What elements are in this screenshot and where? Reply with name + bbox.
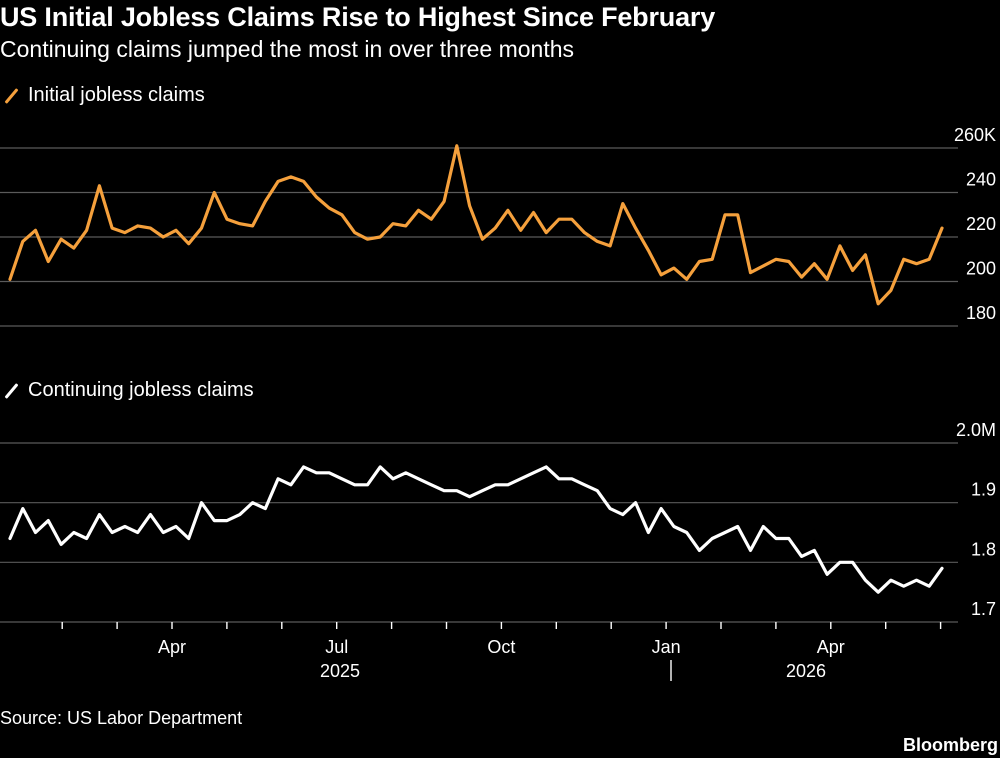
chart-subtitle: Continuing claims jumped the most in ove…	[0, 36, 575, 62]
x-axis-year-label: 2026	[786, 661, 826, 681]
legend-continuing-claims: Continuing jobless claims	[4, 379, 254, 402]
legend-label-continuing: Continuing jobless claims	[28, 379, 254, 401]
x-axis-month-label: Apr	[158, 637, 186, 657]
initial-y-tick-label: 200	[966, 259, 996, 279]
chart-title: US Initial Jobless Claims Rise to Highes…	[0, 2, 716, 32]
initial-y-tick-label: 180	[966, 303, 996, 323]
x-axis-month-label: Jan	[652, 637, 681, 657]
continuing-y-tick-label: 1.9	[971, 480, 996, 500]
continuing-y-tick-label: 2.0M	[956, 420, 996, 440]
x-axis-year-label: 2025	[320, 661, 360, 681]
x-axis-month-label: Jul	[325, 637, 348, 657]
initial-y-tick-label: 220	[966, 214, 996, 234]
continuing-claims-line	[8, 465, 944, 594]
initial-y-tick-label: 260K	[954, 125, 996, 145]
initial-claims-panel: 180 200 220 240 260K	[0, 125, 996, 327]
x-axis-month-label: Apr	[817, 637, 845, 657]
x-axis-month-label: Oct	[487, 637, 515, 657]
legend-label-initial: Initial jobless claims	[28, 84, 205, 106]
continuing-y-tick-label: 1.7	[971, 599, 996, 619]
legend-initial-claims: Initial jobless claims	[4, 84, 205, 107]
initial-y-tick-label: 240	[966, 170, 996, 190]
initial-claims-line	[8, 144, 944, 306]
source-note: Source: US Labor Department	[0, 708, 243, 728]
continuing-claims-panel: 1.7 1.8 1.9 2.0M	[0, 420, 996, 623]
bloomberg-logo: Bloomberg	[902, 735, 998, 755]
continuing-y-tick-label: 1.8	[971, 539, 996, 559]
x-axis: Apr Jul Oct Jan Apr 2025 2026	[61, 622, 942, 681]
